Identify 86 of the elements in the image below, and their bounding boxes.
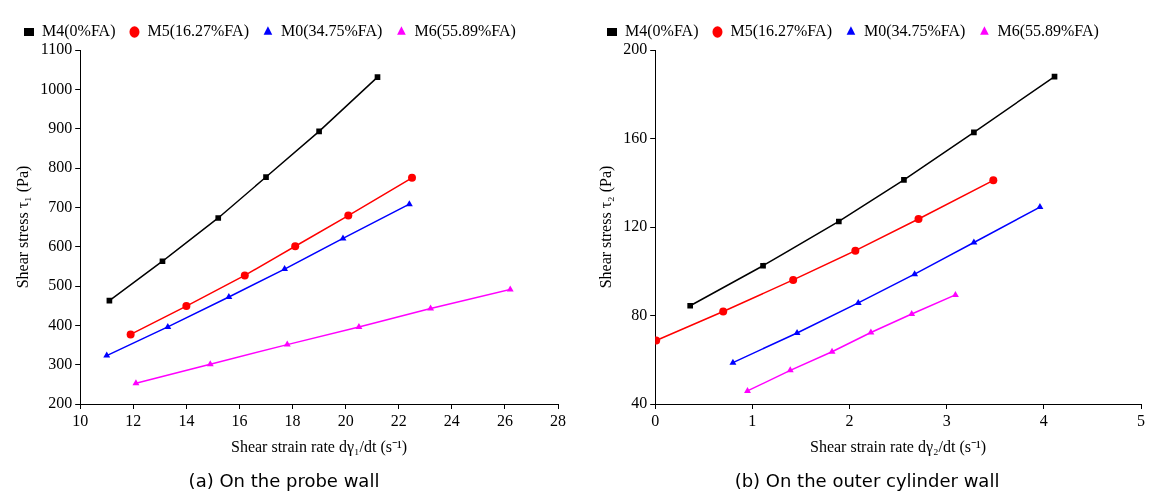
point [951,290,959,297]
text: (b) On the outer cylinder wall [734,469,1000,491]
point [687,302,694,309]
x-tick-label: 20 [337,411,354,429]
point [989,176,998,185]
point [1036,203,1044,210]
x-tick-label: 24 [443,411,460,429]
y-tick-label: 400 [48,315,73,333]
point [760,262,766,269]
x-tick-label: 2 [845,411,854,429]
x-tick-label: 1 [748,411,757,429]
point [789,275,798,284]
point [263,174,269,180]
point [744,386,751,393]
legend-label: M0(34.75%FA) [280,22,383,41]
y-tick-label: 80 [631,305,648,323]
point [911,270,919,277]
x-tick-label: 22 [390,411,407,429]
point [132,379,140,386]
point [206,360,214,367]
point [215,215,222,221]
point [836,218,842,225]
legend-label: M6(55.89%FA) [997,22,1099,41]
y-tick-label: 900 [48,118,73,136]
point [506,285,514,292]
x-tick-label: 14 [178,411,195,429]
x-tick-label: 12 [125,411,142,429]
x-tick-label: 3 [942,411,951,429]
x-tick-label: 4 [1039,411,1048,429]
point [971,129,977,136]
point [408,173,417,182]
y-tick-label: 800 [48,158,73,176]
point [719,307,728,316]
point [405,200,413,207]
legend-label: M5(16.27%FA) [147,22,249,41]
point [103,351,111,358]
y-tick-label: 300 [48,354,73,372]
point [867,328,875,335]
point [914,215,923,224]
point [281,265,289,272]
point [908,309,916,316]
x-axis-title: Shear strain rate dγ₁/dt (s⁻¹) [231,438,408,456]
point [355,322,363,329]
x-tick-label: 26 [496,411,513,429]
point [828,347,836,354]
point [182,302,191,311]
point [316,128,322,135]
y-tick-label: 40 [631,394,648,412]
y-tick-label: 200 [48,394,73,412]
legend-label: M0(34.75%FA) [863,22,966,41]
point [164,322,172,329]
y-tick-label: 1000 [40,79,73,97]
y-tick-label: 200 [623,40,648,58]
point [159,258,166,265]
point [793,328,801,335]
y-axis-title: Shear stress τ₂ (Pa) [596,165,615,289]
x-tick-label: 16 [231,411,248,429]
point [854,298,862,305]
x-tick-label: 0 [651,411,660,429]
text: (a) On the probe wall [188,469,380,491]
legend-label: M4(0%FA) [625,22,699,41]
point [291,242,300,251]
y-tick-label: 500 [48,276,73,294]
point [283,340,291,347]
y-tick-label: 1100 [40,40,73,58]
y-axis-title: Shear stress τ₁ (Pa) [13,165,32,289]
y-tick-label: 160 [623,128,648,146]
point [344,211,353,220]
y-tick-label: 600 [48,236,73,254]
x-tick-label: 5 [1137,411,1145,429]
legend-label: M6(55.89%FA) [414,22,516,41]
x-tick-label: 10 [72,411,89,429]
x-tick-label: 18 [284,411,301,429]
point [126,330,135,339]
y-tick-label: 700 [48,197,73,215]
legend-label: M4(0%FA) [42,22,116,41]
point [374,74,381,80]
legend-label: M5(16.27%FA) [730,22,832,41]
point [901,177,907,183]
point [240,271,249,280]
y-tick-label: 120 [623,217,648,235]
x-tick-label: 28 [550,411,566,429]
point [729,358,737,365]
x-axis-title: Shear strain rate dγ₂/dt (s⁻¹) [810,438,987,456]
point [851,246,860,255]
point [225,293,233,300]
